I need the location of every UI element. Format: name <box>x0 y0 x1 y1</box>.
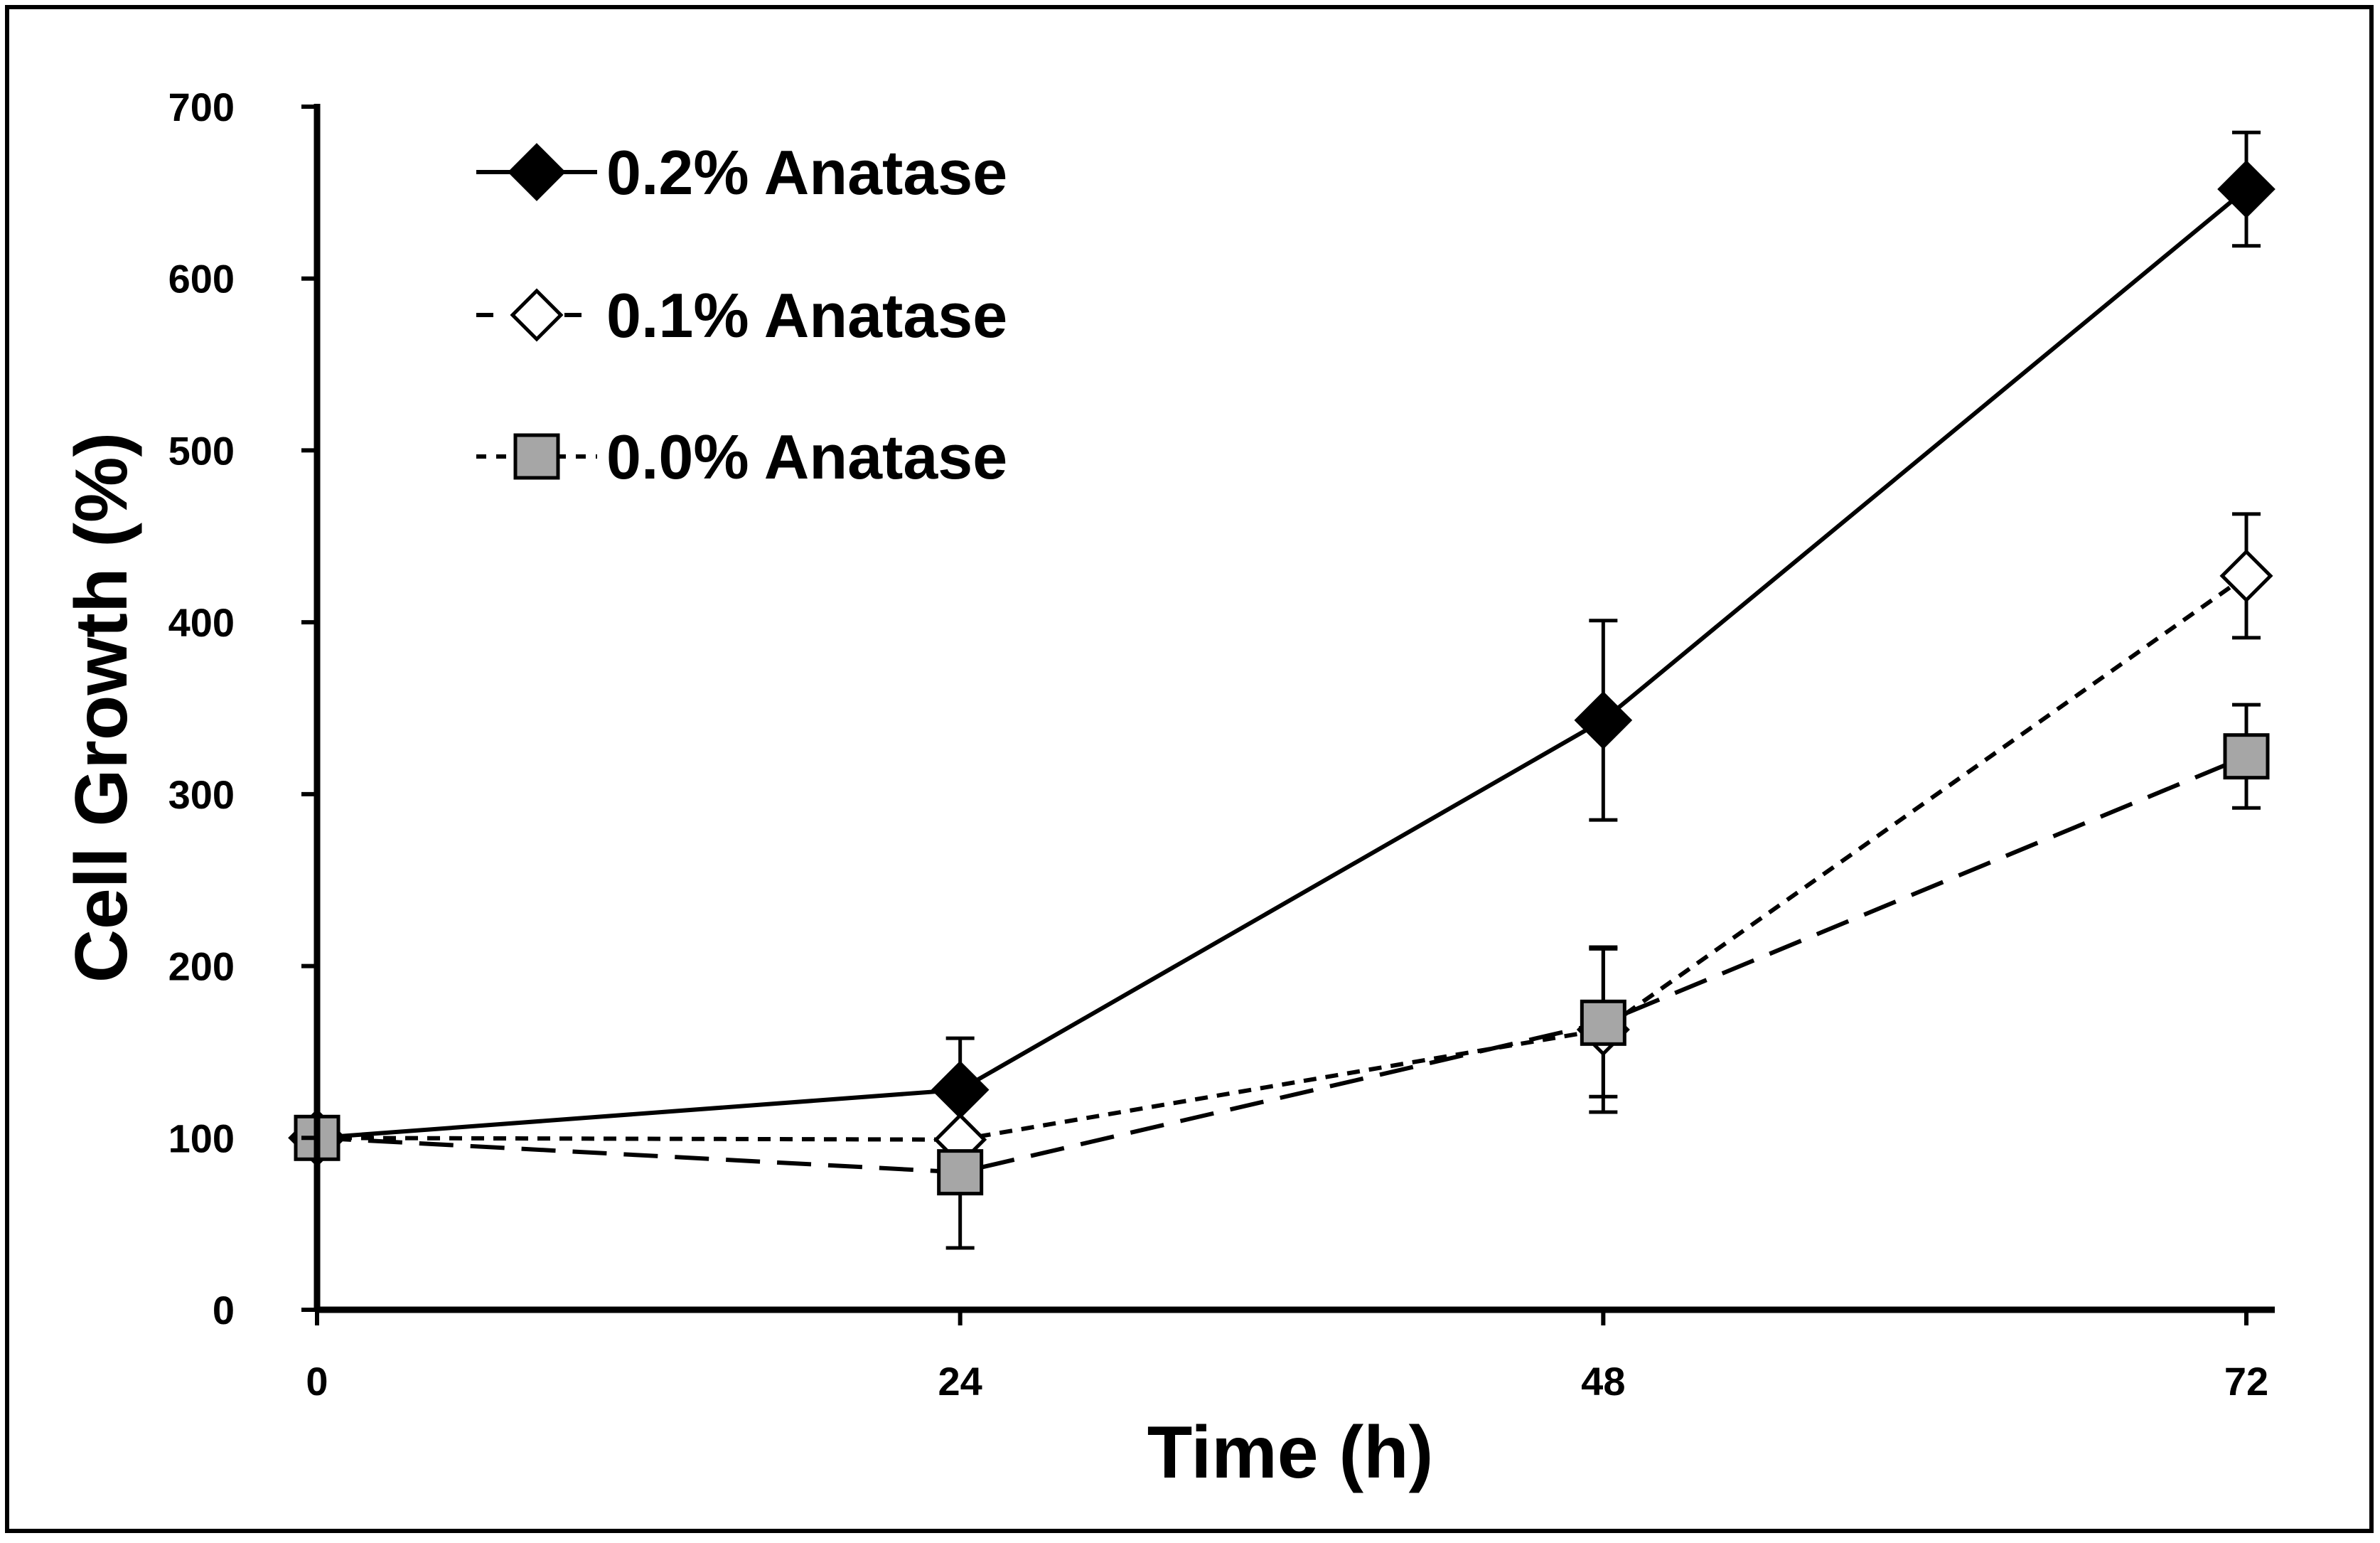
legend-marker <box>513 433 560 480</box>
x-tick-label: 24 <box>938 1359 982 1404</box>
x-tick-label: 72 <box>2224 1359 2268 1404</box>
legend-entry-1: 0.1% Anatase <box>476 280 1007 351</box>
data-point <box>2217 160 2276 218</box>
series-line <box>316 187 2248 1141</box>
data-point <box>2219 549 2273 603</box>
series-line <box>316 754 2248 1175</box>
y-tick-label: 700 <box>168 85 235 129</box>
ticks-layer: 0 100 200 300 400 500 600 700 0 24 48 72 <box>168 85 2269 1404</box>
data-point <box>1574 691 1633 749</box>
legend-entry-2: 0.0% Anatase <box>476 422 1007 492</box>
legend-entry-0: 0.2% Anatase <box>476 137 1007 208</box>
data-point <box>2223 733 2270 780</box>
data-point <box>1580 999 1626 1046</box>
y-tick-label: 100 <box>168 1116 235 1160</box>
legend-label: 0.1% Anatase <box>606 280 1007 351</box>
y-tick-label: 300 <box>168 772 235 817</box>
y-tick-label: 400 <box>168 600 235 645</box>
series-0-group <box>316 187 2248 1141</box>
data-point <box>937 1149 984 1196</box>
y-tick-label: 500 <box>168 428 235 473</box>
legend-label: 0.0% Anatase <box>606 422 1007 492</box>
y-axis-title: Cell Growth (%) <box>60 432 143 983</box>
series-2-group <box>316 754 2248 1175</box>
y-tick-label: 0 <box>213 1288 235 1333</box>
axes-layer <box>313 104 2275 1313</box>
legend: 0.2% Anatase 0.1% Anatase 0.0% Anatase <box>476 137 1007 492</box>
y-tick-label: 600 <box>168 257 235 301</box>
chart-border <box>5 5 2374 1533</box>
x-tick-label: 0 <box>306 1359 328 1404</box>
legend-label: 0.2% Anatase <box>606 137 1007 208</box>
y-tick-label: 200 <box>168 944 235 989</box>
x-tick-label: 48 <box>1581 1359 1625 1404</box>
legend-marker <box>508 143 566 201</box>
x-axis-title: Time (h) <box>1147 1411 1434 1494</box>
series-layer <box>288 130 2276 1250</box>
legend-marker <box>510 288 564 342</box>
